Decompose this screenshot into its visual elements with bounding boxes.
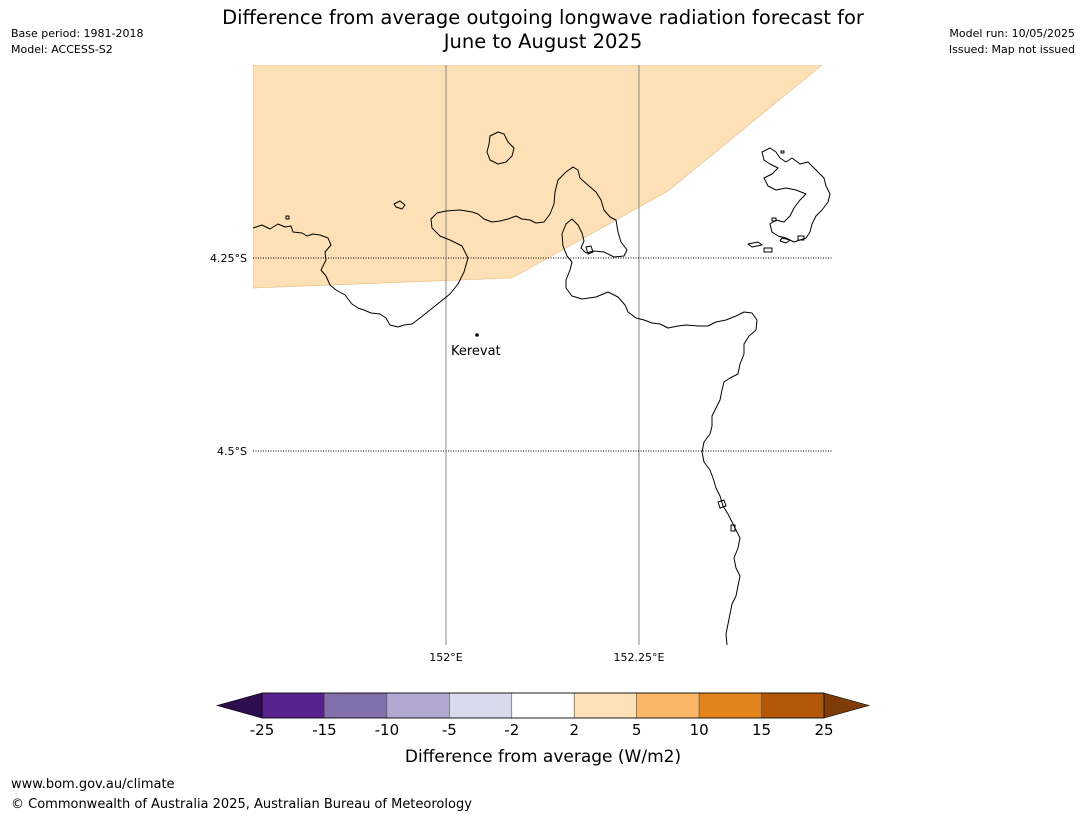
colorbar-cell [761, 692, 825, 719]
colorbar: -25 -15 -10 -5 -2 2 5 10 15 25 Difference from av… [215, 692, 871, 767]
coastline-islet-5 [797, 235, 805, 241]
colorbar-cell [573, 692, 637, 719]
colorbar-cell [511, 692, 575, 719]
coastline-coast-islet-2 [730, 524, 736, 532]
colorbar-cell [386, 692, 450, 719]
colorbar-tick-label: 10 [690, 721, 709, 739]
colorbar-extend-low [215, 692, 263, 719]
colorbar-extend-high [823, 692, 871, 719]
coastline-islet-6 [780, 150, 785, 154]
footer-copyright: © Commonwealth of Australia 2025, Austra… [11, 797, 472, 812]
model-run: Model run: 10/05/2025 [949, 27, 1075, 40]
coastline-watom-island [486, 131, 515, 165]
coastline-islet-3 [779, 237, 791, 244]
model-name: Model: ACCESS-S2 [11, 43, 113, 56]
colorbar-cell [698, 692, 762, 719]
coastline-inner-islet [585, 245, 594, 255]
colorbar-tick-label: 5 [632, 721, 642, 739]
colorbar-cell [324, 692, 388, 719]
coastline-islet-4 [771, 217, 777, 222]
colorbar-tick-label: 2 [569, 721, 579, 739]
page-title: Difference from average outgoing longwav… [143, 6, 943, 54]
lat-label-4-5s: 4.5°S [217, 445, 247, 458]
footer: www.bom.gov.au/climate © Commonwealth of… [11, 775, 472, 815]
colorbar-frame [261, 692, 825, 719]
colorbar-tick-label: 25 [814, 721, 833, 739]
coastline-small-islet [285, 215, 290, 220]
coastline-islet-2 [763, 247, 773, 253]
colorbar-tick-label: -5 [442, 721, 457, 739]
title-line-1: Difference from average outgoing longwav… [222, 6, 864, 29]
footer-url: www.bom.gov.au/climate [11, 777, 175, 792]
place-label-kerevat: Kerevat [451, 344, 501, 359]
colorbar-tick-label: 15 [752, 721, 771, 739]
anomaly-region [253, 65, 823, 289]
base-period: Base period: 1981-2018 [11, 27, 144, 40]
kerevat-marker [475, 333, 479, 337]
colorbar-cell [449, 692, 513, 719]
colorbar-tick-label: -2 [504, 721, 519, 739]
lon-label-152e: 152°E [429, 651, 462, 664]
issued-status: Issued: Map not issued [948, 43, 1075, 56]
colorbar-tick-label: -10 [375, 721, 400, 739]
colorbar-tick-label: -15 [312, 721, 337, 739]
lon-label-152-25e: 152.25°E [614, 651, 665, 664]
colorbar-cell [636, 692, 700, 719]
lat-label-4-25s: 4.25°S [210, 252, 247, 265]
coastline-islet-1 [747, 241, 763, 248]
coastline-main [253, 166, 758, 645]
colorbar-cell [261, 692, 325, 719]
map: Kerevat 4.25°S 4.5°S 152°E 152.25°E [210, 65, 832, 664]
colorbar-tick-label: -25 [250, 721, 275, 739]
meta-left: Base period: 1981-2018 Model: ACCESS-S2 [11, 26, 143, 58]
meta-right: Model run: 10/05/2025 Issued: Map not is… [949, 26, 1075, 58]
coastline-small-island [393, 200, 406, 210]
title-line-2: June to August 2025 [443, 30, 643, 53]
coastline-coast-islet-1 [717, 499, 727, 509]
colorbar-label: Difference from average (W/m2) [405, 747, 681, 767]
